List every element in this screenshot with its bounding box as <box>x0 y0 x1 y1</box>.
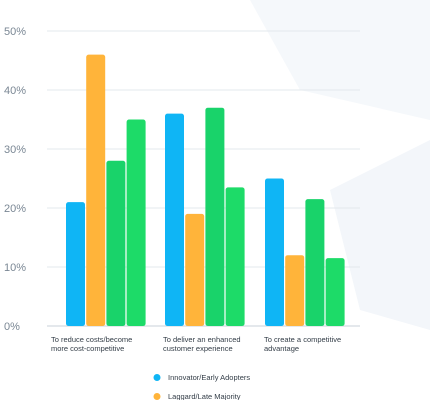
legend-marker <box>153 374 161 381</box>
bar-2-2 <box>185 213 205 326</box>
y-tick-label: 40% <box>4 85 26 97</box>
bar-3-1 <box>106 160 126 326</box>
y-tick-label: 10% <box>4 262 26 274</box>
bar-1-1 <box>66 202 85 326</box>
legend: Innovator/Early Adopters Laggard/Late Maj… <box>153 373 250 400</box>
y-tick-label: 0% <box>4 321 20 333</box>
bar-4-1 <box>126 119 146 326</box>
category-label: To reduce costs/become more cost-competit… <box>51 335 132 353</box>
category-label: To deliver an enhanced customer experienc… <box>163 335 241 353</box>
x-axis: To reduce costs/become more cost-competit… <box>51 335 341 353</box>
legend-marker <box>153 393 161 400</box>
y-tick-label: 30% <box>4 144 26 156</box>
bar-4-2 <box>225 187 245 326</box>
bar-3-2 <box>205 107 225 326</box>
bar-2-3 <box>285 255 305 326</box>
bar-3-3 <box>305 199 325 326</box>
bar-1-2 <box>165 113 184 326</box>
legend-label: Laggard/Late Majority <box>168 392 241 400</box>
bars <box>66 54 345 326</box>
bar-1-3 <box>265 178 284 326</box>
bar-4-3 <box>325 258 345 326</box>
legend-label: Innovator/Early Adopters <box>168 373 250 382</box>
y-axis: 0% 10% 20% 30% 40% 50% <box>4 26 26 333</box>
y-tick-label: 50% <box>4 26 26 38</box>
y-tick-label: 20% <box>4 203 26 215</box>
category-label: To create a competitive advantage <box>264 335 341 353</box>
bar-2-1 <box>86 54 106 326</box>
